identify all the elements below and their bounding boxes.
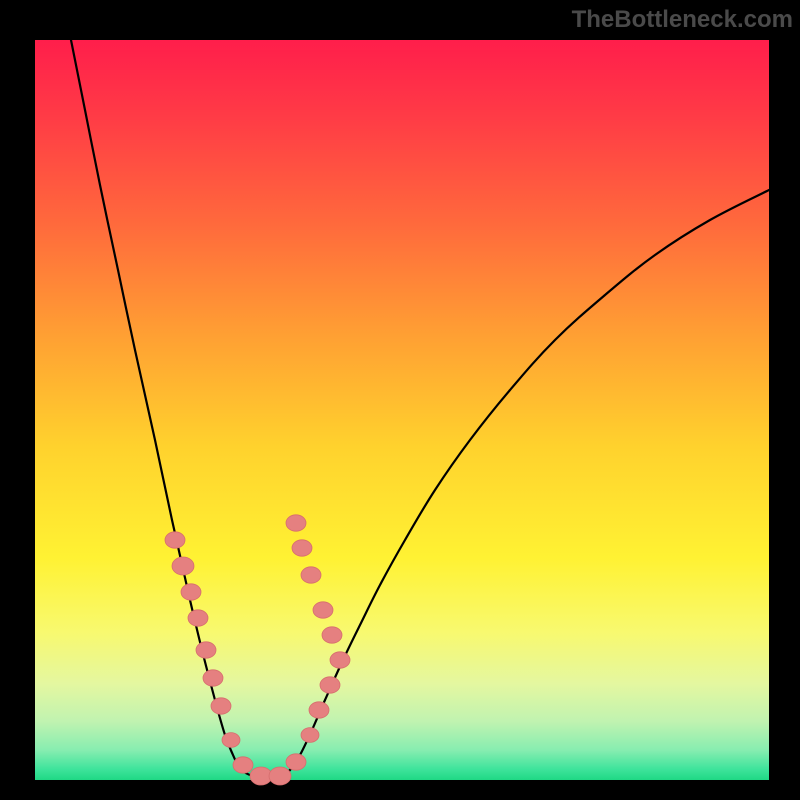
plot-area <box>35 40 769 780</box>
chart-stage: TheBottleneck.com <box>0 0 800 800</box>
watermark-text: TheBottleneck.com <box>572 6 793 34</box>
gradient-background <box>35 40 769 780</box>
